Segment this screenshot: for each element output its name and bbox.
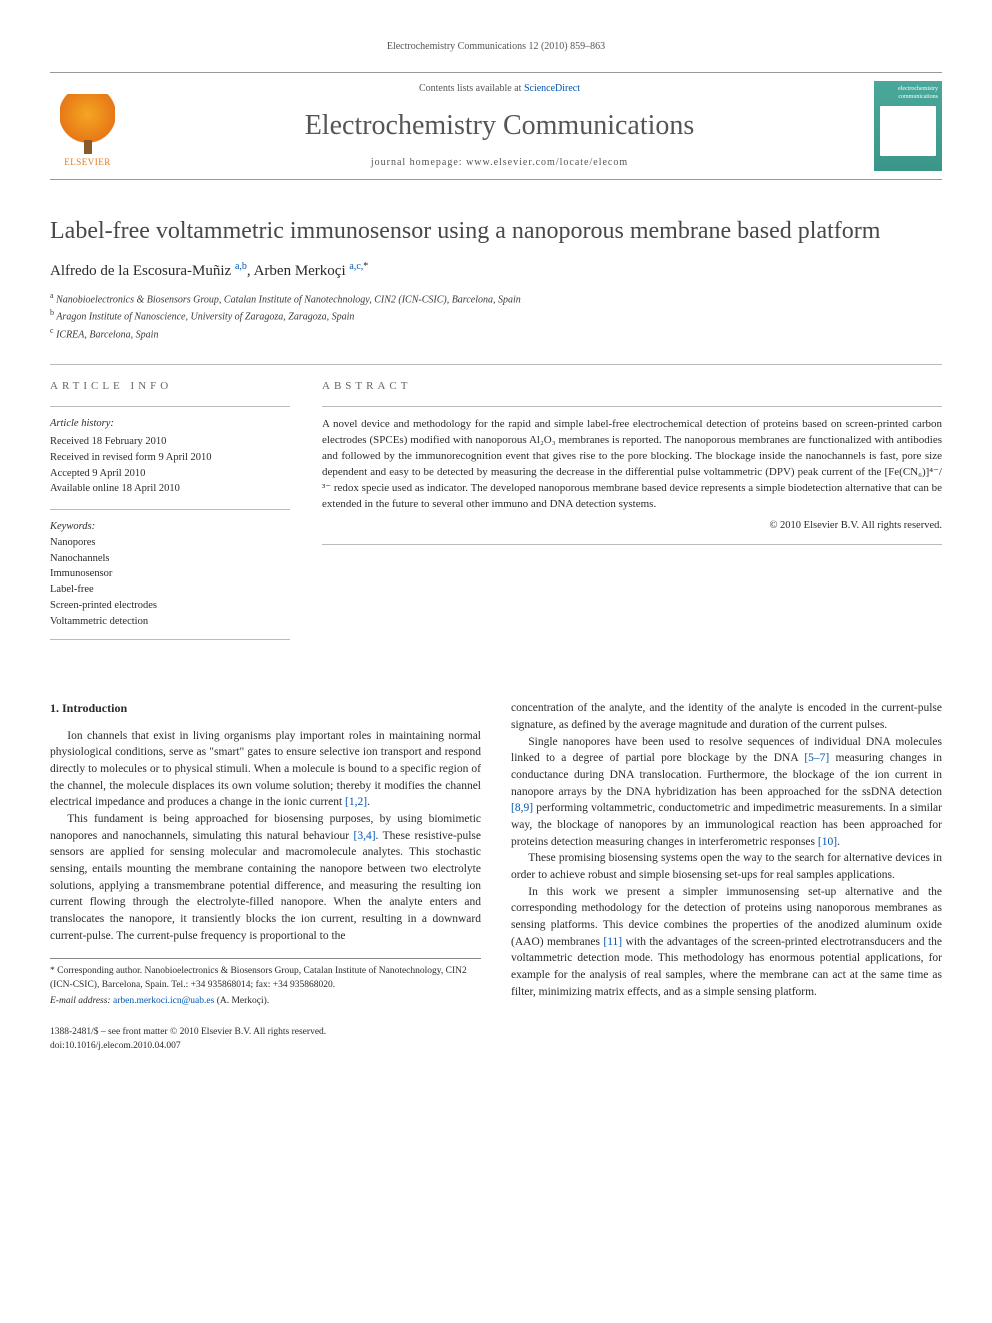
keywords-block: Keywords: Nanopores Nanochannels Immunos… [50, 509, 290, 640]
ref-link-3-4[interactable]: [3,4] [354, 830, 376, 842]
body-p4c: performing voltammetric, conductometric … [511, 802, 942, 847]
keyword-4: Screen-printed electrodes [50, 598, 290, 614]
homepage-url: www.elsevier.com/locate/elecom [466, 157, 628, 168]
abstract-copyright: © 2010 Elsevier B.V. All rights reserved… [322, 519, 942, 545]
info-abstract-row: article info Article history: Received 1… [50, 379, 942, 640]
body-p4: Single nanopores have been used to resol… [511, 734, 942, 851]
affiliations: a Nanobioelectronics & Biosensors Group,… [50, 290, 942, 342]
body-p6: In this work we present a simpler immuno… [511, 884, 942, 1001]
keyword-2: Immunosensor [50, 566, 290, 582]
history-line-0: Received 18 February 2010 [50, 434, 290, 450]
email-label: E-mail address: [50, 996, 113, 1006]
doi-line: doi:10.1016/j.elecom.2010.04.007 [50, 1040, 942, 1053]
keywords-head: Keywords: [50, 509, 290, 535]
history-line-3: Available online 18 April 2010 [50, 481, 290, 497]
keyword-1: Nanochannels [50, 551, 290, 567]
article-info-label: article info [50, 379, 290, 394]
abstract-text: A novel device and methodology for the r… [322, 406, 942, 513]
email-who: (A. Merkoçi). [214, 996, 269, 1006]
keyword-3: Label-free [50, 582, 290, 598]
section-heading-intro: 1. Introduction [50, 700, 481, 717]
ref-link-8-9[interactable]: [8,9] [511, 802, 533, 814]
publisher-name: ELSEVIER [64, 156, 111, 169]
banner-center: Contents lists available at ScienceDirec… [143, 82, 856, 169]
front-matter-line: 1388-2481/$ – see front matter © 2010 El… [50, 1026, 942, 1039]
authors-line: Alfredo de la Escosura-Muñiz a,b, Arben … [50, 260, 942, 282]
article-info-column: article info Article history: Received 1… [50, 379, 290, 640]
contents-prefix: Contents lists available at [419, 83, 524, 94]
corresponding-star-icon[interactable]: * [363, 261, 368, 272]
elsevier-tree-icon [60, 94, 115, 152]
body-p2: This fundament is being approached for b… [50, 811, 481, 944]
journal-cover-thumb: electrochemistry communications [874, 81, 942, 171]
body-two-column: 1. Introduction Ion channels that exist … [50, 700, 942, 1008]
journal-banner: ELSEVIER Contents lists available at Sci… [50, 72, 942, 180]
aff-mark-a: a [50, 291, 54, 300]
ref-link-10[interactable]: [10] [818, 836, 837, 848]
aff-mark-b: b [50, 308, 54, 317]
elsevier-logo: ELSEVIER [50, 84, 125, 169]
email-link[interactable]: arben.merkoci.icn@uab.es [113, 996, 214, 1006]
article-title: Label-free voltammetric immunosensor usi… [50, 216, 942, 246]
contents-available-line: Contents lists available at ScienceDirec… [143, 82, 856, 96]
aff-text-a: Nanobioelectronics & Biosensors Group, C… [56, 294, 521, 305]
keyword-5: Voltammetric detection [50, 614, 290, 630]
affiliation-a: a Nanobioelectronics & Biosensors Group,… [50, 290, 942, 307]
footnote-block: * Corresponding author. Nanobioelectroni… [50, 958, 481, 1008]
aff-mark-c: c [50, 326, 54, 335]
ref-link-5-7[interactable]: [5–7] [804, 752, 829, 764]
corresponding-footnote: * Corresponding author. Nanobioelectroni… [50, 965, 481, 992]
body-p2b: . These resistive-pulse sensors are appl… [50, 830, 481, 942]
body-p3: concentration of the analyte, and the id… [511, 700, 942, 733]
keyword-0: Nanopores [50, 535, 290, 551]
cover-whitebox [880, 106, 935, 156]
email-footnote: E-mail address: arben.merkoci.icn@uab.es… [50, 995, 481, 1008]
ref-link-11[interactable]: [11] [603, 936, 622, 948]
abstract-column: abstract A novel device and methodology … [322, 379, 942, 640]
divider-top [50, 364, 942, 365]
body-p1: Ion channels that exist in living organi… [50, 728, 481, 811]
body-p5: These promising biosensing systems open … [511, 850, 942, 883]
homepage-line: journal homepage: www.elsevier.com/locat… [143, 156, 856, 170]
author-1-marks[interactable]: a,b [235, 261, 247, 272]
running-header: Electrochemistry Communications 12 (2010… [50, 40, 942, 54]
aff-text-b: Aragon Institute of Nanoscience, Univers… [56, 312, 354, 323]
bottom-matter: 1388-2481/$ – see front matter © 2010 El… [50, 1026, 942, 1053]
aff-text-c: ICREA, Barcelona, Spain [56, 329, 158, 340]
abstract-label: abstract [322, 379, 942, 394]
author-2-name: Arben Merkoçi [254, 263, 346, 279]
affiliation-c: c ICREA, Barcelona, Spain [50, 325, 942, 342]
homepage-label: journal homepage: [371, 157, 466, 168]
history-line-2: Accepted 9 April 2010 [50, 466, 290, 482]
ref-link-1-2[interactable]: [1,2] [345, 796, 367, 808]
sciencedirect-link[interactable]: ScienceDirect [524, 83, 580, 94]
author-1-name: Alfredo de la Escosura-Muñiz [50, 263, 231, 279]
body-p1-text: Ion channels that exist in living organi… [50, 730, 481, 809]
author-2-marks[interactable]: a,c, [349, 261, 363, 272]
cover-label: electrochemistry communications [878, 85, 938, 102]
journal-title: Electrochemistry Communications [143, 106, 856, 145]
history-head: Article history: [50, 406, 290, 432]
affiliation-b: b Aragon Institute of Nanoscience, Unive… [50, 307, 942, 324]
history-line-1: Received in revised form 9 April 2010 [50, 450, 290, 466]
